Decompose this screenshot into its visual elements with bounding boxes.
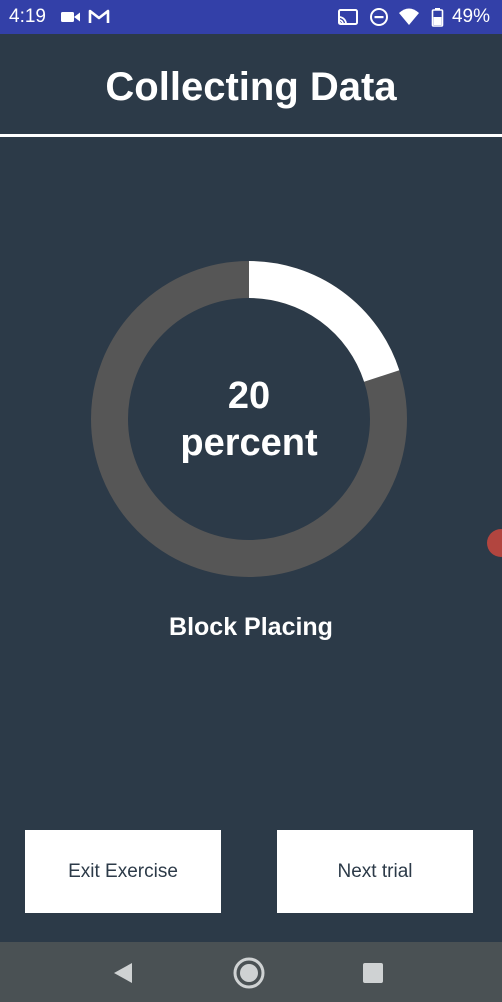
video-camera-icon: [60, 7, 82, 27]
status-time: 4:19: [9, 6, 46, 27]
wifi-icon: [398, 7, 420, 27]
cast-icon: [337, 7, 359, 27]
header-divider: [0, 134, 502, 137]
next-trial-button[interactable]: Next trial: [277, 830, 473, 913]
navigation-bar: [0, 942, 502, 1002]
progress-value: 20: [227, 375, 271, 417]
do-not-disturb-icon: [368, 7, 390, 27]
progress-unit: percent: [180, 422, 318, 464]
home-icon[interactable]: [232, 956, 266, 990]
header: Collecting Data: [0, 34, 502, 134]
status-bar: 4:19: [0, 0, 502, 34]
recents-icon[interactable]: [356, 956, 390, 990]
progress-ring-fill: [91, 261, 407, 577]
back-icon[interactable]: [106, 956, 140, 990]
battery-percent: 49%: [451, 6, 490, 27]
gmail-icon: [88, 7, 110, 27]
progress-ring: 20 percent: [91, 261, 407, 577]
progress-ring-graphic: [91, 261, 407, 577]
exit-exercise-button[interactable]: Exit Exercise: [25, 830, 221, 913]
floating-side-handle[interactable]: [487, 529, 502, 557]
progress-label: 20 percent: [91, 373, 407, 467]
page-title: Collecting Data: [105, 65, 397, 109]
battery-icon: [427, 7, 449, 27]
exercise-name: Block Placing: [169, 613, 333, 641]
